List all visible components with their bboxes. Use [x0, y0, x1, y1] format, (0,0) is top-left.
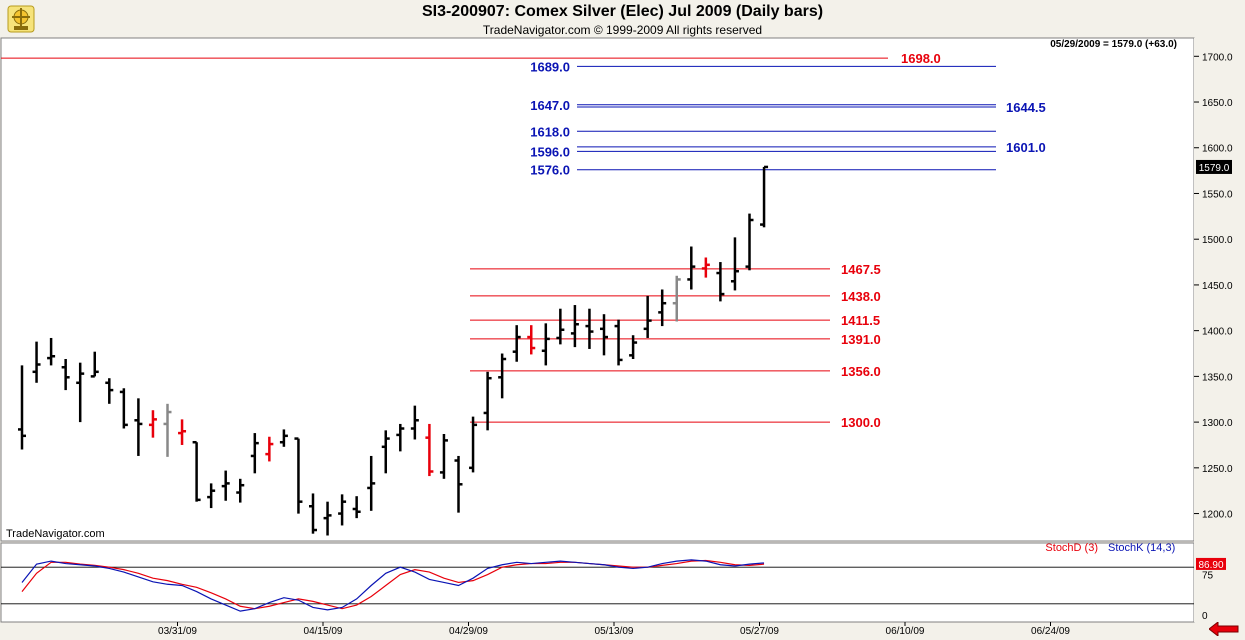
watermark-label: TradeNavigator.com [6, 528, 105, 540]
chart-title: SI3-200907: Comex Silver (Elec) Jul 2009… [421, 3, 824, 20]
y-tick-label: 1650.0 [1202, 98, 1233, 109]
y-tick-label: 1300.0 [1202, 418, 1233, 429]
red-level-label: 1698.0 [901, 51, 941, 66]
blue-level-label: 1689.0 [530, 59, 570, 74]
last-price-tag-label: 1579.0 [1199, 163, 1230, 174]
x-tick-label: 03/31/09 [158, 626, 197, 637]
red-level-label: 1391.0 [841, 332, 881, 347]
last-price-readout: 05/29/2009 = 1579.0 (+63.0) [1050, 39, 1177, 50]
y-tick-label: 1400.0 [1202, 327, 1233, 338]
y-tick-label: 1600.0 [1202, 144, 1233, 155]
x-tick-label: 05/27/09 [740, 626, 779, 637]
stoch-d-line [21, 559, 765, 610]
y-tick-label: 1200.0 [1202, 510, 1233, 521]
stoch-k-legend: StochK (14,3) [1108, 542, 1175, 554]
trade-navigator-logo-icon[interactable] [6, 4, 36, 34]
y-tick-label: 1450.0 [1202, 281, 1233, 292]
blue-level-label: 1601.0 [1006, 140, 1046, 155]
stochastic-panel [0, 542, 1195, 623]
blue-level-label: 1596.0 [530, 144, 570, 159]
blue-level-label: 1576.0 [530, 163, 570, 178]
stoch-tick-label: 75 [1202, 570, 1214, 581]
y-tick-label: 1700.0 [1202, 52, 1233, 63]
y-tick-label: 1500.0 [1202, 235, 1233, 246]
blue-level-label: 1647.0 [530, 98, 570, 113]
red-level-label: 1356.0 [841, 364, 881, 379]
red-level-label: 1411.5 [841, 313, 880, 328]
x-tick-label: 06/24/09 [1031, 626, 1070, 637]
y-tick-label: 1350.0 [1202, 372, 1233, 383]
back-arrow-icon[interactable] [1209, 622, 1239, 636]
y-tick-label: 1250.0 [1202, 464, 1233, 475]
x-tick-label: 05/13/09 [595, 626, 634, 637]
stoch-last-tag [1196, 557, 1226, 570]
red-level-label: 1300.0 [841, 415, 881, 430]
last-price-tag [1196, 159, 1232, 174]
blue-level-label: 1618.0 [530, 124, 570, 139]
price-panel [0, 37, 1195, 542]
price-axis-panel [1194, 38, 1245, 622]
x-tick-label: 04/29/09 [449, 626, 488, 637]
stoch-tick-label: 0 [1202, 611, 1208, 622]
chart-subtitle: TradeNavigator.com © 1999-2009 All right… [482, 23, 763, 37]
y-tick-label: 1550.0 [1202, 189, 1233, 200]
stoch-last-tag-label: 86.90 [1198, 560, 1223, 571]
x-tick-label: 04/15/09 [304, 626, 343, 637]
red-level-label: 1467.5 [841, 262, 881, 277]
stoch-d-legend: StochD (3) [1045, 542, 1098, 554]
x-tick-label: 06/10/09 [886, 626, 925, 637]
red-level-label: 1438.0 [841, 289, 881, 304]
stoch-k-line [21, 559, 765, 612]
blue-level-label: 1644.5 [1006, 100, 1046, 115]
